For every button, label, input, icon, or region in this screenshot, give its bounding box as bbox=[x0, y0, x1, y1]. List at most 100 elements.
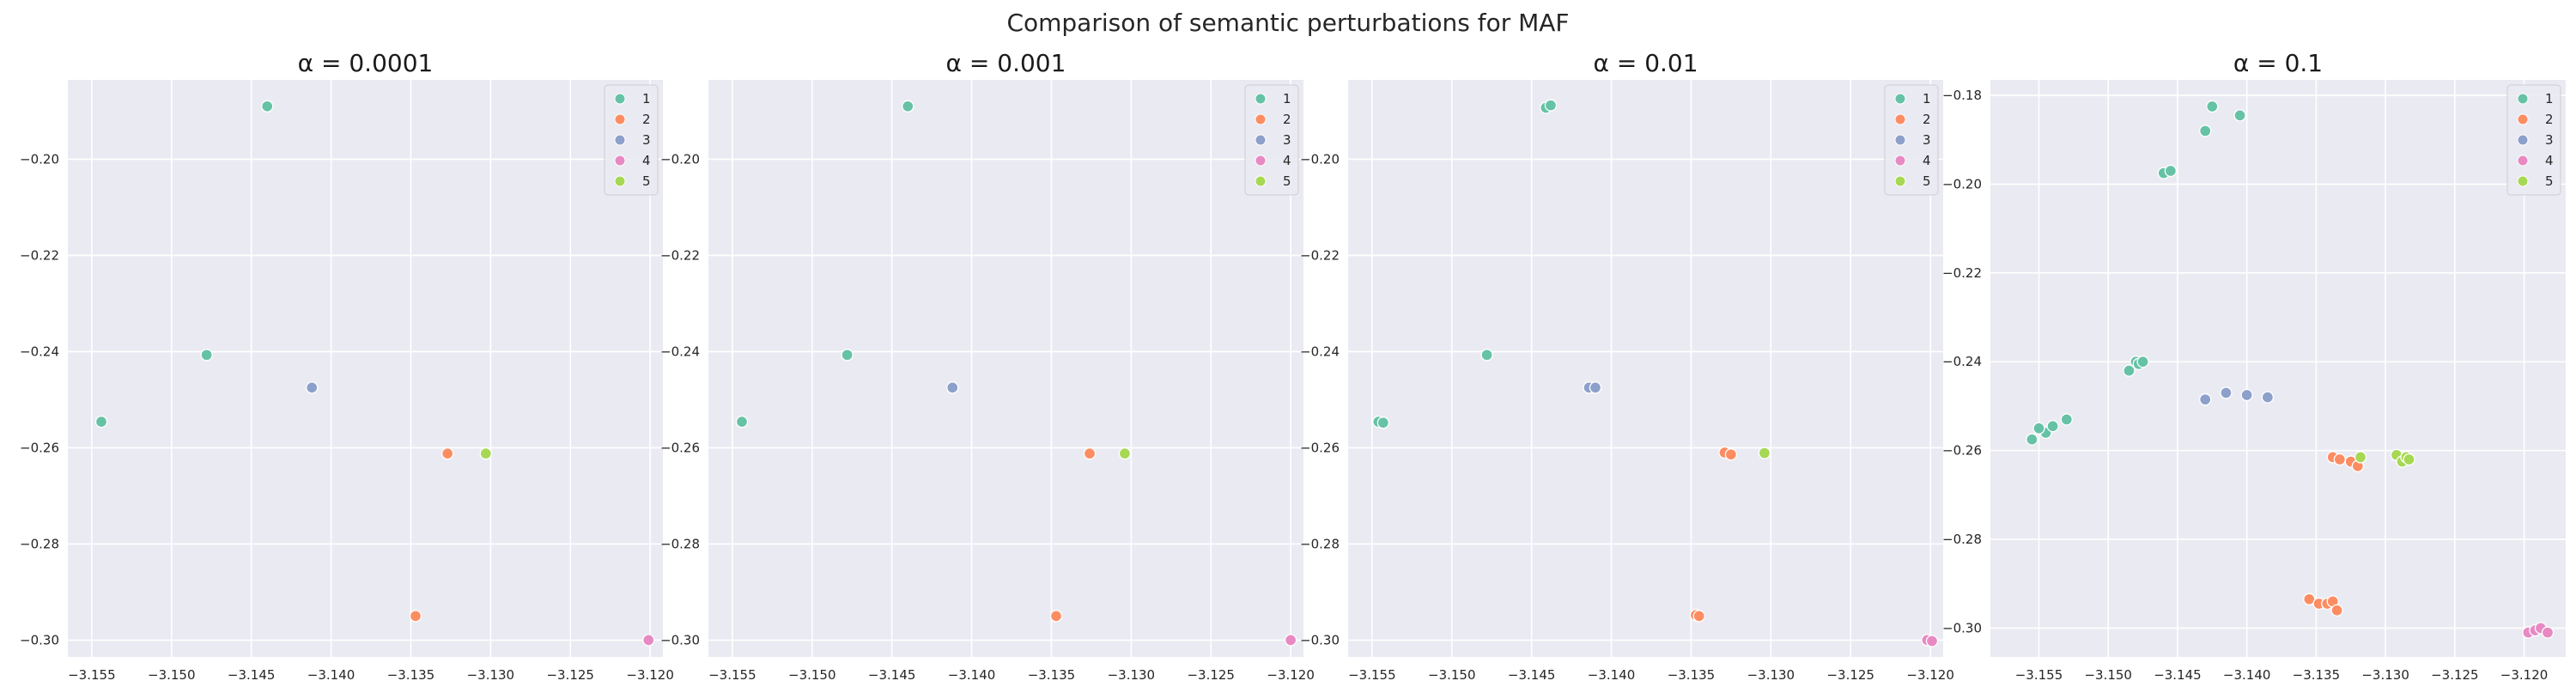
data-point-series-1 bbox=[2026, 433, 2038, 446]
x-tick-label: −3.150 bbox=[788, 667, 836, 683]
legend-marker-3 bbox=[2517, 134, 2529, 146]
legend-box bbox=[2506, 84, 2561, 196]
x-tick-label: −3.155 bbox=[1348, 667, 1396, 683]
legend-label-1: 1 bbox=[1283, 91, 1291, 106]
y-tick-label: −0.28 bbox=[1942, 532, 1982, 547]
legend-box bbox=[1244, 84, 1299, 196]
data-point-series-3 bbox=[2199, 393, 2212, 406]
chart-panel-2: −3.155 −3.150 −3.145 −3.140 −3.135 −3.130 −3.1… bbox=[660, 49, 1315, 683]
y-tick-label: −0.22 bbox=[660, 247, 700, 263]
y-tick-label: −0.20 bbox=[660, 151, 700, 167]
y-tick-label: −0.20 bbox=[1300, 151, 1340, 167]
chart-panel-4: −3.155 −3.150 −3.145 −3.140 −3.135 −3.130 −3.1… bbox=[1942, 49, 2566, 683]
data-point-series-3 bbox=[306, 381, 319, 394]
legend-label-4: 4 bbox=[1283, 153, 1291, 168]
x-tick-label: −3.150 bbox=[1428, 667, 1476, 683]
chart-title: α = 0.01 bbox=[1593, 49, 1698, 77]
data-point-series-1 bbox=[2060, 413, 2073, 426]
data-point-series-2 bbox=[2330, 604, 2343, 617]
x-tick-label: −3.130 bbox=[467, 667, 515, 683]
data-point-series-2 bbox=[1724, 448, 1738, 461]
data-point-series-1 bbox=[2164, 164, 2178, 178]
data-point-series-2 bbox=[2333, 453, 2346, 466]
x-tick-label: −3.130 bbox=[1747, 667, 1795, 683]
legend-marker-1 bbox=[614, 93, 626, 105]
chart-title: α = 0.1 bbox=[2233, 49, 2323, 77]
plot-area bbox=[1990, 80, 2566, 657]
legend-box bbox=[604, 84, 659, 196]
y-tick-label: −0.20 bbox=[20, 151, 59, 167]
y-tick-label: −0.30 bbox=[1942, 620, 1982, 635]
legend-marker-5 bbox=[1894, 175, 1906, 187]
y-tick-label: −0.26 bbox=[1942, 443, 1982, 459]
data-point-series-3 bbox=[2240, 388, 2253, 402]
y-tick-label: −0.24 bbox=[20, 344, 59, 359]
chart-panel-1: −3.155 −3.150 −3.145 −3.140 −3.135 −3.130 −3.1… bbox=[20, 49, 674, 683]
legend-marker-2 bbox=[2517, 113, 2529, 125]
y-tick-label: −0.22 bbox=[20, 247, 59, 263]
y-tick-label: −0.26 bbox=[660, 440, 700, 455]
data-point-series-2 bbox=[441, 447, 454, 460]
data-point-series-1 bbox=[841, 349, 854, 362]
legend-label-4: 4 bbox=[1923, 153, 1931, 168]
y-tick-label: −0.24 bbox=[1300, 344, 1340, 359]
y-tick-label: −0.24 bbox=[1942, 354, 1982, 369]
legend-label-2: 2 bbox=[642, 112, 651, 127]
legend-marker-4 bbox=[614, 155, 626, 167]
y-tick-label: −0.20 bbox=[1942, 176, 1982, 192]
legend-marker-4 bbox=[1894, 155, 1906, 167]
chart-panel-3: −3.155 −3.150 −3.145 −3.140 −3.135 −3.130 −3.1… bbox=[1300, 49, 1954, 683]
legend-marker-4 bbox=[2517, 155, 2529, 167]
x-tick-label: −3.140 bbox=[1588, 667, 1636, 683]
x-tick-label: −3.125 bbox=[2431, 667, 2479, 683]
y-tick-label: −0.26 bbox=[1300, 440, 1340, 455]
data-point-series-2 bbox=[1083, 447, 1097, 460]
data-point-series-4 bbox=[2541, 626, 2555, 639]
y-tick-label: −0.28 bbox=[660, 536, 700, 551]
legend-marker-2 bbox=[1255, 113, 1267, 125]
y-tick-label: −0.22 bbox=[1300, 247, 1340, 263]
plot-area bbox=[68, 80, 663, 657]
legend-marker-2 bbox=[614, 113, 626, 125]
legend-box bbox=[1884, 84, 1939, 196]
y-tick-label: −0.22 bbox=[1942, 265, 1982, 281]
x-tick-label: −3.125 bbox=[546, 667, 594, 683]
x-tick-label: −3.145 bbox=[1508, 667, 1556, 683]
x-tick-label: −3.120 bbox=[2500, 667, 2549, 683]
data-point-series-2 bbox=[409, 610, 422, 623]
y-tick-label: −0.30 bbox=[20, 632, 59, 647]
legend-label-1: 1 bbox=[1923, 91, 1931, 106]
data-point-series-4 bbox=[1284, 634, 1297, 647]
data-point-series-3 bbox=[1589, 381, 1602, 394]
x-tick-label: −3.155 bbox=[68, 667, 116, 683]
legend-label-4: 4 bbox=[2545, 153, 2554, 168]
y-tick-label: −0.24 bbox=[660, 344, 700, 359]
legend-marker-5 bbox=[614, 175, 626, 187]
legend-marker-4 bbox=[1255, 155, 1267, 167]
legend-label-2: 2 bbox=[1283, 112, 1291, 127]
x-tick-label: −3.120 bbox=[626, 667, 674, 683]
legend-label-5: 5 bbox=[1283, 173, 1291, 189]
data-point-series-1 bbox=[94, 416, 108, 429]
x-tick-label: −3.130 bbox=[1108, 667, 1156, 683]
data-point-series-1 bbox=[2206, 100, 2219, 113]
x-tick-label: −3.135 bbox=[387, 667, 435, 683]
legend-marker-1 bbox=[2517, 93, 2529, 105]
y-tick-label: −0.18 bbox=[1942, 88, 1982, 103]
y-tick-label: −0.26 bbox=[20, 440, 59, 455]
data-point-series-1 bbox=[2032, 422, 2045, 435]
x-tick-label: −3.135 bbox=[1668, 667, 1716, 683]
legend-label-3: 3 bbox=[1923, 132, 1931, 148]
legend-label-2: 2 bbox=[1923, 112, 1931, 127]
data-point-series-5 bbox=[1758, 447, 1771, 459]
chart-title: α = 0.001 bbox=[946, 49, 1066, 77]
legend-label-5: 5 bbox=[2545, 173, 2554, 189]
x-tick-label: −3.120 bbox=[1906, 667, 1954, 683]
data-point-series-4 bbox=[642, 634, 655, 647]
legend-label-3: 3 bbox=[2545, 132, 2554, 148]
data-point-series-2 bbox=[1692, 610, 1705, 623]
x-tick-label: −3.145 bbox=[228, 667, 276, 683]
plot-area bbox=[1348, 80, 1943, 657]
y-tick-label: −0.30 bbox=[660, 632, 700, 647]
legend-label-3: 3 bbox=[1283, 132, 1291, 148]
